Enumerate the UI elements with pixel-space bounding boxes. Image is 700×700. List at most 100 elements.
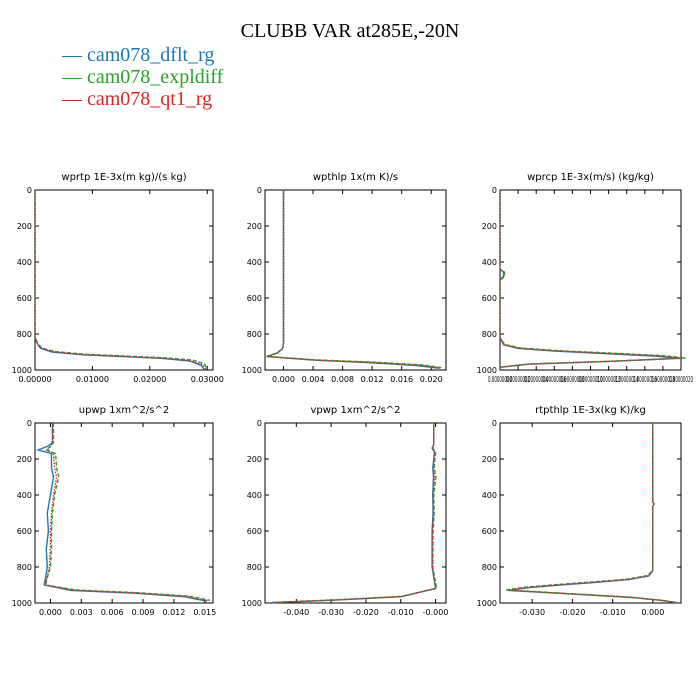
x-tick-label: 0.016 — [390, 375, 413, 384]
legend-dash: — — [62, 44, 87, 66]
x-tick-label: -0.020 — [353, 608, 379, 617]
series-line-cam078_dflt_rg — [271, 423, 437, 604]
chart-panel-2: wpthlp 1x(m K)/s 0 200 400 600 800 1000 0.000 0.… — [242, 172, 447, 384]
panel-title: wpthlp 1x(m K)/s — [313, 172, 398, 183]
y-tick-label: 200 — [247, 455, 262, 464]
legend-item-expldiff: — cam078_expldiff — [62, 66, 223, 88]
x-tick-label: 0.004 — [302, 375, 325, 384]
page-title: CLUBB VAR at285E,-20N — [240, 20, 460, 42]
series-line-cam078_dflt_rg — [34, 190, 205, 371]
y-tick-label: 800 — [247, 563, 262, 572]
plot-frame — [34, 189, 214, 371]
y-tick-label: 1000 — [12, 599, 32, 608]
chart-panel-3: wprcp 1E-3x(m/s) (kg/kg) 0 200 400 600 800 100… — [477, 172, 693, 384]
y-tick-label: 1000 — [12, 366, 32, 375]
x-tick-label: 0.00000010 — [579, 375, 603, 384]
x-tick-label: -0.030 — [519, 608, 545, 617]
y-tick-label: 600 — [247, 294, 262, 303]
y-tick-label: 1000 — [477, 599, 497, 608]
legend: — cam078_dflt_rg — cam078_expldiff — cam… — [62, 44, 223, 110]
series-line-cam078_qt1_rg — [272, 423, 437, 604]
panel-title: wprtp 1E-3x(m kg)/(s kg) — [61, 172, 186, 183]
plot-frame — [264, 422, 447, 604]
y-tick-label: 0 — [492, 419, 497, 428]
y-tick-label: 200 — [482, 455, 497, 464]
x-tick-label: 0.00000020 — [669, 375, 693, 384]
x-tick-label: -0.030 — [318, 608, 344, 617]
y-tick-label: 600 — [17, 294, 32, 303]
x-tick-label: -0.040 — [283, 608, 309, 617]
legend-item-qt1: — cam078_qt1_rg — [62, 88, 223, 110]
series-line-cam078_expldiff — [273, 423, 438, 603]
y-tick-label: 600 — [482, 527, 497, 536]
x-tick-label: 0.003 — [70, 608, 93, 617]
x-tick-label: -0.020 — [560, 608, 586, 617]
y-tick-label: 0 — [27, 186, 32, 195]
y-tick-label: 200 — [17, 455, 32, 464]
series-line-cam078_expldiff — [266, 190, 443, 369]
x-tick-label: 0.03000 — [191, 375, 224, 384]
x-tick-label: 0.012 — [162, 608, 185, 617]
y-tick-label: 1000 — [242, 366, 262, 375]
x-tick-label: 0.015 — [193, 608, 216, 617]
panel-title: rtpthlp 1E-3x(kg K)/kg — [535, 405, 646, 416]
panel-title: vpwp 1xm^2/s^2 — [310, 405, 400, 416]
x-tick-label: 0.012 — [361, 375, 384, 384]
y-tick-label: 200 — [17, 222, 32, 231]
x-tick-label: 0.00000 — [18, 375, 51, 384]
y-tick-label: 400 — [482, 491, 497, 500]
y-tick-label: 400 — [17, 258, 32, 267]
series-line-cam078_dflt_rg — [35, 423, 207, 602]
y-tick-label: 400 — [17, 491, 32, 500]
x-tick-label: 0.008 — [331, 375, 354, 384]
panel-title: wprcp 1E-3x(m/s) (kg/kg) — [527, 172, 654, 183]
x-tick-label: 0.00000018 — [651, 375, 675, 384]
series-line-cam078_dflt_rg — [499, 190, 682, 370]
series-line-cam078_qt1_rg — [44, 423, 209, 602]
x-tick-label: 0.00000002 — [506, 375, 530, 384]
y-tick-label: 200 — [247, 222, 262, 231]
y-tick-label: 800 — [17, 563, 32, 572]
y-tick-label: 0 — [27, 419, 32, 428]
y-tick-label: 800 — [482, 563, 497, 572]
x-tick-label: -0.010 — [600, 608, 626, 617]
series-line-cam078_qt1_rg — [34, 190, 207, 370]
x-tick-label: 0.020 — [420, 375, 443, 384]
y-tick-label: 200 — [482, 222, 497, 231]
plot-frame — [264, 189, 447, 371]
series-line-cam078_dflt_rg — [507, 423, 678, 604]
panel-title: upwp 1xm^2/s^2 — [79, 405, 169, 416]
x-tick-label: 0.01000 — [76, 375, 109, 384]
x-tick-label: 0.00000000 — [488, 375, 512, 384]
series-line-cam078_qt1_rg — [507, 423, 677, 604]
chart-panel-1: wprtp 1E-3x(m kg)/(s kg) 0 200 400 600 800 100… — [12, 172, 224, 384]
x-tick-label: 0.00000004 — [524, 375, 548, 384]
y-tick-label: 400 — [247, 258, 262, 267]
y-tick-label: 600 — [17, 527, 32, 536]
series-line-cam078_qt1_rg — [499, 190, 682, 370]
y-tick-label: 1000 — [242, 599, 262, 608]
series-line-cam078_expldiff — [34, 190, 208, 370]
legend-dash: — — [62, 66, 87, 88]
y-tick-label: 1000 — [477, 366, 497, 375]
series-line-cam078_qt1_rg — [266, 190, 441, 369]
legend-item-dflt: — cam078_dflt_rg — [62, 44, 223, 66]
series-line-cam078_expldiff — [505, 423, 677, 604]
legend-label: cam078_expldiff — [87, 66, 224, 88]
x-tick-label: 0.00000008 — [560, 375, 584, 384]
x-tick-label: 0.02000 — [133, 375, 166, 384]
legend-dash: — — [62, 88, 87, 110]
series-line-cam078_expldiff — [44, 423, 211, 601]
y-tick-label: 600 — [247, 527, 262, 536]
plot-frame — [34, 422, 214, 604]
plot-frame — [499, 189, 682, 371]
x-tick-label: 0.000 — [272, 375, 295, 384]
x-tick-label: 0.006 — [101, 608, 124, 617]
chart-panel-6: rtpthlp 1E-3x(kg K)/kg 0 200 400 600 800 1000 -… — [477, 405, 682, 617]
x-tick-label: -0.000 — [423, 608, 449, 617]
y-tick-label: 400 — [247, 491, 262, 500]
x-tick-label: -0.010 — [388, 608, 414, 617]
plot-frame — [499, 422, 682, 604]
y-tick-label: 800 — [17, 330, 32, 339]
